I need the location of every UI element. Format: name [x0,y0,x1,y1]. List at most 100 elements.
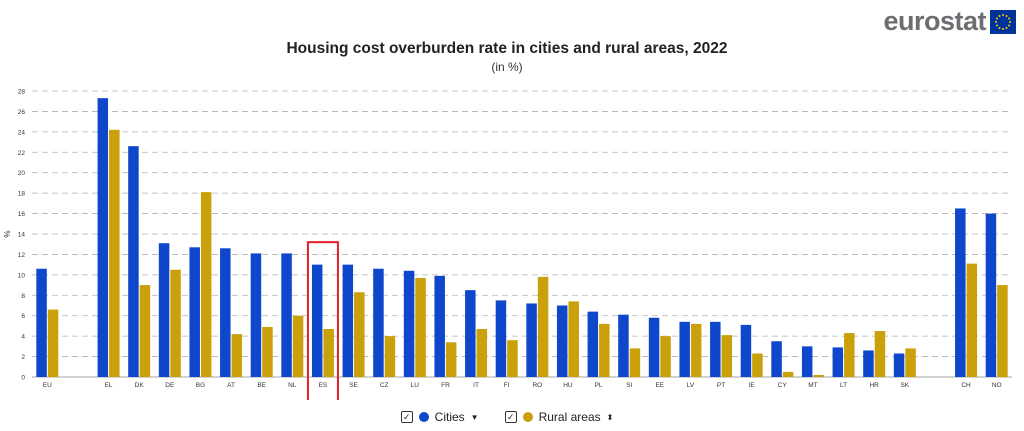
bar-rural-cz [384,336,396,377]
bar-rural-no [997,285,1008,377]
caret-down-icon[interactable]: ▼ [470,412,479,422]
bar-cities-lt [832,347,844,377]
bar-rural-hu [568,301,579,377]
bar-rural-se [354,292,365,377]
y-tick-label: 22 [18,150,26,157]
bar-cities-fi [495,300,507,377]
bar-rural-hr [874,331,886,377]
bar-cities-mt [801,346,813,377]
x-tick-label: IE [749,382,756,389]
cities-color-dot [418,412,429,422]
x-tick-label: RO [532,382,542,389]
bar-rural-lt [844,333,855,377]
sort-icon[interactable]: ⬍ [606,412,614,422]
bar-cities-fr [434,275,445,377]
bar-cities-sk [893,353,905,377]
bar-rural-pl [599,323,610,377]
eu-flag-icon [990,9,1016,34]
x-tick-label: DE [165,382,175,389]
x-tick-label: CY [778,382,788,389]
x-tick-label: SE [349,382,358,389]
x-tick-label: LV [687,382,695,389]
checkbox-checked-icon[interactable]: ✓ [400,411,413,423]
legend-item-rural-areas[interactable]: ✓ Rural areas ⬍ [504,410,614,424]
bar-cities-no [985,213,997,377]
y-tick-label: 20 [18,170,26,177]
bar-rural-ie [752,353,763,377]
y-tick-label: 0 [21,375,25,382]
x-tick-label: LU [411,382,420,389]
bar-rural-el [109,129,120,377]
x-tick-label: IT [473,382,479,389]
x-tick-label: EE [655,382,664,389]
checkbox-checked-icon[interactable]: ✓ [504,411,517,423]
x-tick-label: CH [961,382,971,389]
bar-cities-lv [679,321,690,377]
bar-cities-hu [556,305,568,377]
bar-rural-lu [415,277,426,377]
bar-rural-sk [905,348,916,377]
bar-rural-ee [660,336,671,377]
bar-rural-dk [139,285,151,377]
legend-label-rural-areas: Rural areas [538,410,601,424]
rural-color-dot [522,412,533,422]
y-tick-label: 28 [18,89,26,96]
y-tick-label: 24 [18,129,26,136]
bar-cities-dk [128,146,139,377]
y-tick-label: 2 [21,354,25,361]
bar-cities-eu [36,268,47,377]
bar-cities-hr [863,350,874,377]
bar-cities-ro [526,303,537,377]
bar-cities-ch [955,208,966,377]
bar-rural-be [262,326,273,377]
bar-cities-pl [587,311,599,377]
bar-rural-lv [690,323,702,377]
bar-rural-mt [813,374,824,377]
x-tick-label: NO [992,382,1002,389]
x-tick-label: HU [563,382,573,389]
highlight-box-es [306,241,339,400]
legend: ✓ Cities ▼ ✓ Rural areas ⬍ [0,410,1014,424]
x-tick-label: ES [319,382,328,389]
y-tick-label: 10 [18,272,26,279]
x-tick-label: BE [257,382,266,389]
y-tick-label: 12 [18,252,26,259]
bar-rural-pt [721,335,733,377]
x-tick-label: AT [227,382,235,389]
bar-cities-at [220,248,231,377]
bar-rural-ch [966,263,978,377]
x-tick-label: BG [196,382,205,389]
bar-cities-si [618,314,629,377]
bar-rural-fi [507,340,518,377]
bar-cities-it [465,290,476,377]
bar-cities-pt [710,321,721,377]
bar-cities-be [250,253,262,377]
y-tick-label: 18 [18,191,26,198]
bar-cities-ee [648,317,660,377]
bar-cities-ie [740,324,752,377]
legend-label-cities: Cities [434,410,465,424]
y-tick-label: 26 [18,109,26,116]
bar-rural-de [170,269,181,377]
x-tick-label: NL [288,382,297,389]
x-tick-label: PT [717,382,725,389]
bar-cities-de [158,243,170,377]
y-tick-label: 8 [21,293,25,300]
x-tick-label: DK [135,382,145,389]
bar-rural-cy [782,371,794,377]
bar-rural-nl [292,315,304,377]
bar-cities-nl [281,253,292,377]
y-axis-label: % [3,230,12,237]
legend-item-cities[interactable]: ✓ Cities ▼ [400,410,479,424]
bar-cities-cz [373,268,384,377]
x-tick-label: EU [43,382,52,389]
bar-rural-si [629,348,641,377]
bar-rural-ro [537,276,549,377]
y-tick-label: 14 [18,232,26,239]
y-tick-label: 16 [18,211,26,218]
x-tick-label: EL [105,382,113,389]
x-tick-label: CZ [380,382,389,389]
eurostat-logo: eurostat [883,6,1016,37]
x-tick-label: MT [808,382,817,389]
